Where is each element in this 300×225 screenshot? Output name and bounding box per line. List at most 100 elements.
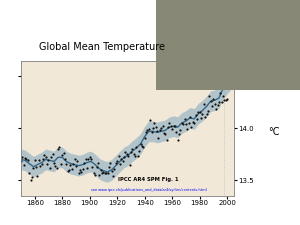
Point (166, 125, 170, 129)
Point (74, 164, 78, 167)
Point (20, 155, 25, 159)
Point (82, 161, 87, 164)
Text: IPCC AR4 SPM Fig. 1: IPCC AR4 SPM Fig. 1 (118, 177, 179, 182)
Point (58, 162, 63, 165)
Point (24, 158, 29, 161)
Point (212, 103, 217, 106)
Point (215, 104, 220, 107)
Point (53, 164, 58, 167)
Point (134, 145, 139, 149)
Point (45, 162, 50, 165)
Point (167, 121, 172, 125)
Point (177, 133, 182, 136)
Point (115, 160, 120, 163)
Point (96, 161, 100, 164)
Point (21, 163, 26, 166)
Point (86, 158, 91, 161)
Point (159, 126, 164, 130)
Point (185, 128, 190, 131)
Point (127, 163, 132, 166)
Point (93, 173, 98, 177)
Point (184, 122, 188, 126)
Point (63, 158, 68, 161)
Text: see www.ipcc.ch/publications_and_data/ar4/syr/en/contents.html: see www.ipcc.ch/publications_and_data/ar… (91, 188, 207, 192)
Point (194, 117, 199, 121)
Point (201, 103, 206, 106)
Point (57, 145, 62, 149)
Point (123, 150, 128, 154)
Point (128, 150, 133, 154)
Point (197, 110, 202, 113)
Point (154, 130, 159, 133)
Point (105, 171, 110, 175)
Point (40, 158, 45, 161)
Point (23, 157, 28, 160)
Point (56, 147, 61, 151)
Point (172, 124, 177, 128)
Point (71, 162, 76, 165)
Point (199, 116, 203, 120)
Point (38, 164, 43, 167)
Point (72, 158, 77, 161)
Point (52, 161, 56, 164)
Point (30, 175, 34, 179)
Point (148, 118, 153, 122)
Point (160, 124, 165, 128)
Point (217, 101, 221, 104)
Point (224, 98, 228, 102)
Point (137, 149, 142, 153)
Point (153, 125, 158, 129)
Point (19, 160, 23, 163)
Point (100, 171, 104, 175)
Point (106, 165, 111, 169)
Point (65, 169, 70, 173)
Point (47, 166, 52, 169)
Point (229, 80, 234, 83)
Text: °C: °C (268, 127, 280, 137)
Point (164, 138, 169, 142)
Point (92, 171, 96, 175)
Point (80, 167, 85, 171)
Point (90, 165, 95, 169)
Point (34, 165, 38, 169)
Point (118, 162, 122, 165)
Point (76, 171, 81, 175)
Point (104, 171, 109, 175)
Point (87, 155, 92, 159)
Point (214, 107, 218, 110)
Point (102, 171, 107, 175)
Point (83, 158, 88, 161)
Point (179, 121, 184, 125)
Point (46, 159, 51, 162)
Point (49, 155, 54, 159)
Point (174, 130, 179, 134)
Point (151, 126, 155, 130)
Point (232, 76, 236, 80)
Point (196, 110, 201, 113)
Point (31, 166, 36, 169)
Point (79, 170, 84, 174)
Point (113, 161, 118, 164)
Point (175, 138, 180, 142)
Point (171, 124, 176, 128)
Point (135, 155, 140, 158)
Point (140, 144, 144, 148)
Point (145, 128, 150, 132)
Point (50, 152, 55, 156)
Point (85, 166, 89, 169)
Point (200, 112, 205, 115)
Point (98, 168, 103, 172)
Point (133, 155, 137, 158)
Point (188, 115, 192, 119)
Point (222, 98, 227, 102)
Point (112, 167, 117, 171)
Point (210, 105, 214, 108)
Point (109, 169, 114, 173)
Point (27, 171, 32, 175)
Point (204, 112, 209, 115)
Point (26, 159, 30, 162)
Point (89, 158, 94, 161)
Point (43, 155, 48, 159)
Point (28, 178, 33, 182)
Point (149, 130, 154, 134)
